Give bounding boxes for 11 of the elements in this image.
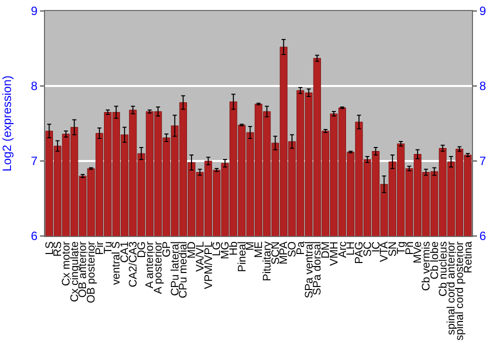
y2-tick-label: 8: [479, 79, 486, 94]
y2-tick-label: 6: [479, 229, 486, 244]
x-tick-label: Retina: [462, 240, 474, 274]
y-tick-label: 8: [30, 79, 38, 94]
y2-tick-label: 9: [479, 4, 486, 18]
y2-tick-label: 7: [479, 154, 486, 168]
y-axis-title: Log2 (expression): [0, 75, 14, 172]
y-tick-label: 6: [30, 229, 38, 244]
y-tick-label: 9: [30, 4, 38, 18]
x-tick-label: Tg: [395, 241, 408, 254]
y-tick-label: 7: [30, 154, 38, 168]
